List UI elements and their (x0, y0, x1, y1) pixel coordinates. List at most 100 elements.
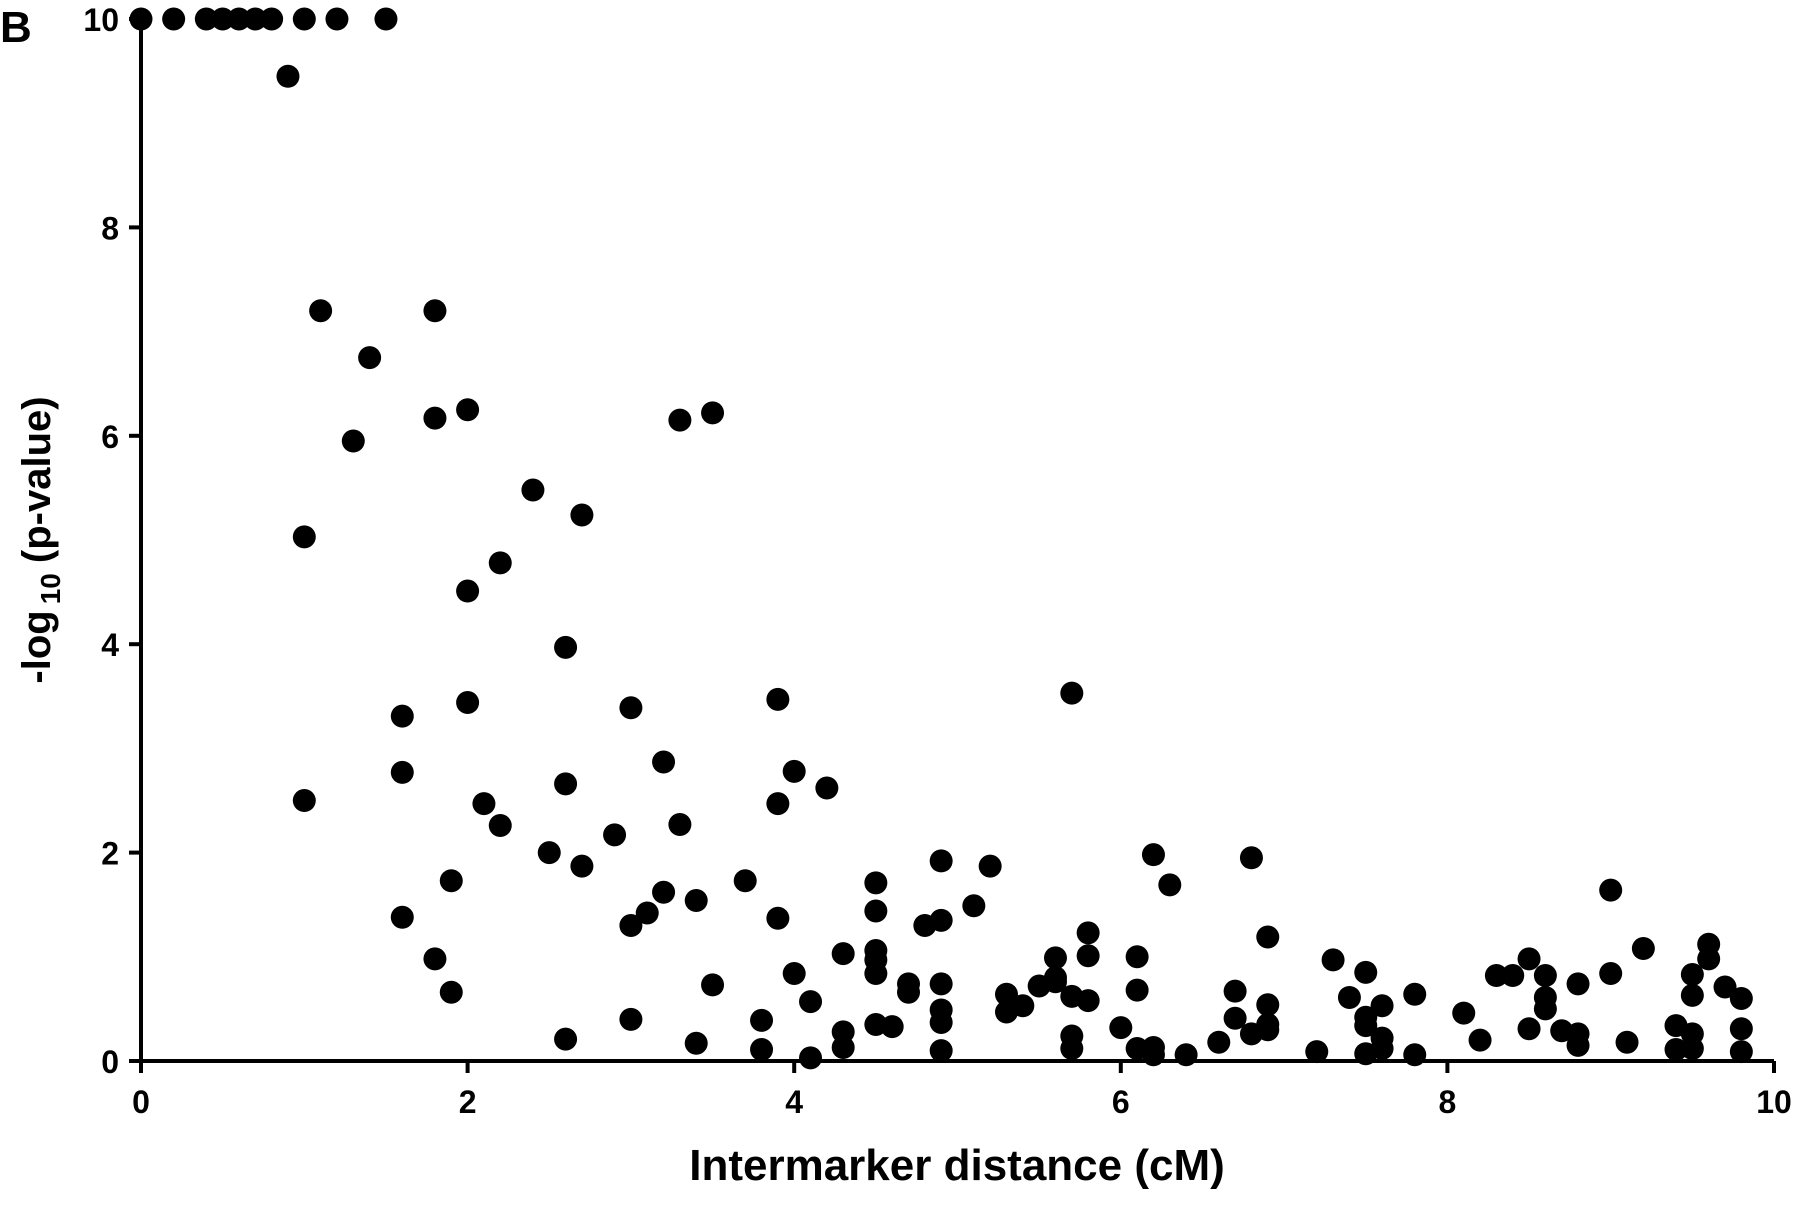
point (1599, 878, 1623, 902)
point (1060, 681, 1084, 705)
point (766, 906, 790, 930)
point (782, 759, 806, 783)
point (194, 7, 218, 31)
y-label-prefix: -log (15, 610, 59, 683)
point (570, 503, 594, 527)
point (1631, 936, 1655, 960)
point (1256, 993, 1280, 1017)
point (390, 704, 414, 728)
point (456, 579, 480, 603)
point (439, 869, 463, 893)
point (815, 776, 839, 800)
point (782, 961, 806, 985)
point (390, 905, 414, 929)
point (260, 7, 284, 31)
point (374, 7, 398, 31)
point (423, 406, 447, 430)
point (1729, 1040, 1753, 1064)
point (929, 849, 953, 873)
point (929, 972, 953, 996)
point (668, 812, 692, 836)
point (1256, 1018, 1280, 1042)
point (1697, 947, 1721, 971)
point (276, 64, 300, 88)
point (1174, 1043, 1198, 1067)
x-axis-label: Intermarker distance (cM) (689, 1141, 1225, 1190)
point (292, 525, 316, 549)
point (799, 990, 823, 1014)
point (701, 973, 725, 997)
point (1517, 1017, 1541, 1041)
point (929, 1039, 953, 1063)
point (1533, 964, 1557, 988)
point (766, 792, 790, 816)
point (423, 947, 447, 971)
point (1207, 1030, 1231, 1054)
x-tick-label: 8 (1439, 1084, 1457, 1120)
point (554, 635, 578, 659)
point (521, 478, 545, 502)
point (227, 7, 251, 31)
point (799, 1046, 823, 1070)
point (488, 814, 512, 838)
y-tick-label: 8 (101, 210, 119, 246)
point (1223, 1006, 1247, 1030)
point (325, 7, 349, 31)
point (766, 687, 790, 711)
point (1729, 1017, 1753, 1041)
point (1403, 982, 1427, 1006)
point (897, 980, 921, 1004)
point (162, 7, 186, 31)
point (309, 299, 333, 323)
point (129, 7, 153, 31)
point (1680, 1036, 1704, 1060)
point (1713, 975, 1737, 999)
point (1076, 944, 1100, 968)
point (1370, 1036, 1394, 1060)
point (684, 889, 708, 913)
point (1484, 964, 1508, 988)
point (929, 908, 953, 932)
point (292, 789, 316, 812)
point (1076, 921, 1100, 945)
point (733, 869, 757, 893)
point (472, 792, 496, 816)
point (1060, 1036, 1084, 1060)
point (1239, 846, 1263, 870)
point (1452, 1001, 1476, 1025)
point (1076, 989, 1100, 1013)
point (1533, 997, 1557, 1021)
point (831, 942, 855, 966)
y-tick-label: 2 (101, 836, 119, 872)
point (1125, 945, 1149, 969)
point (341, 429, 365, 453)
point (1403, 1043, 1427, 1067)
point (554, 772, 578, 796)
point (864, 961, 888, 985)
point (652, 880, 676, 904)
point (292, 7, 316, 31)
point (554, 1027, 578, 1051)
point (701, 401, 725, 425)
point (962, 894, 986, 918)
point (390, 760, 414, 784)
point (1354, 960, 1378, 984)
point (864, 899, 888, 923)
point (603, 823, 627, 847)
point (635, 901, 659, 925)
point (358, 346, 382, 370)
point (1321, 948, 1345, 972)
point (619, 914, 643, 938)
point (1501, 964, 1525, 988)
point (1337, 985, 1361, 1009)
point (439, 980, 463, 1004)
point (1109, 1016, 1133, 1040)
point (652, 750, 676, 774)
point (456, 691, 480, 715)
point (1615, 1030, 1639, 1054)
point (864, 871, 888, 895)
point (1256, 925, 1280, 949)
point (1043, 946, 1067, 970)
point (211, 7, 235, 31)
